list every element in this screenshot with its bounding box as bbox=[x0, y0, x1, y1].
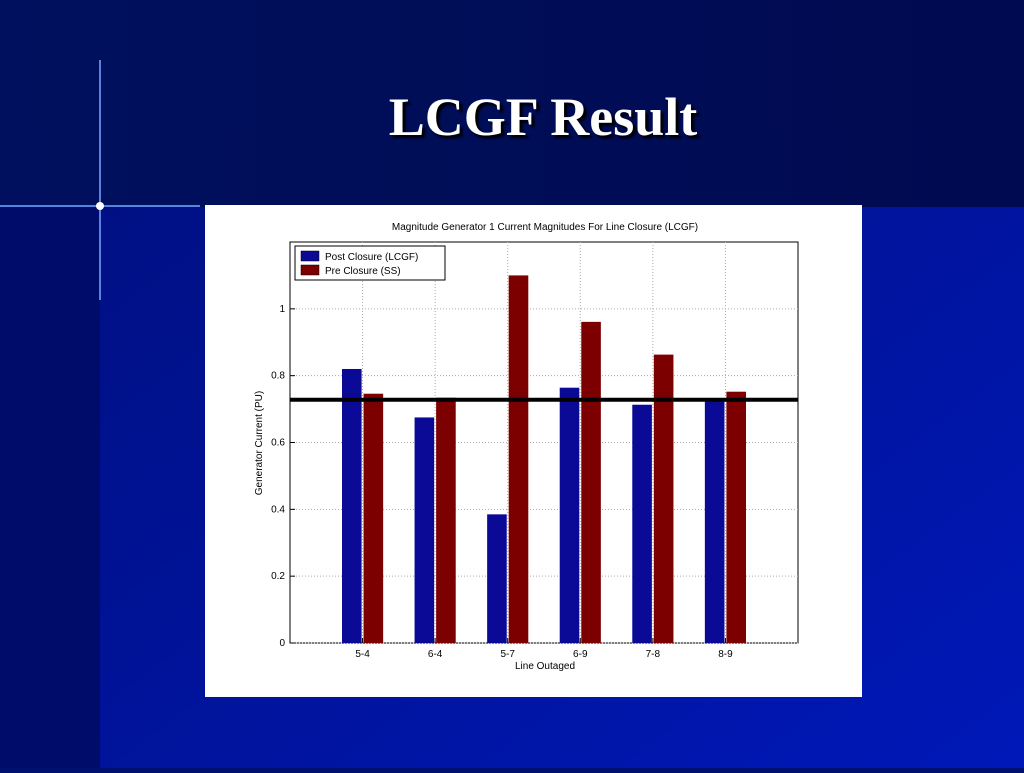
header-band bbox=[0, 0, 1024, 207]
bar bbox=[414, 417, 435, 643]
slide-title: LCGF Result bbox=[389, 87, 698, 147]
legend-swatch bbox=[300, 250, 320, 262]
y-axis-label: Generator Current (PU) bbox=[254, 391, 265, 495]
x-tick-label: 5-7 bbox=[500, 649, 515, 660]
bar bbox=[436, 397, 456, 643]
bar bbox=[363, 393, 384, 643]
bar bbox=[559, 387, 580, 643]
side-band bbox=[0, 207, 100, 768]
bar bbox=[653, 354, 674, 643]
chart-title: Magnitude Generator 1 Current Magnitudes… bbox=[392, 222, 698, 233]
y-tick-label: 0.8 bbox=[271, 371, 285, 382]
x-axis-label: Line Outaged bbox=[515, 661, 575, 672]
x-tick-label: 5-4 bbox=[355, 649, 370, 660]
bar bbox=[632, 404, 652, 643]
legend-swatch bbox=[300, 264, 320, 276]
legend-box bbox=[294, 245, 446, 281]
star bbox=[96, 202, 104, 210]
y-tick-label: 0.6 bbox=[271, 438, 285, 449]
bar bbox=[508, 275, 529, 643]
x-tick-label: 7-8 bbox=[646, 649, 661, 660]
x-tick-label: 8-9 bbox=[718, 649, 733, 660]
bar bbox=[726, 391, 747, 643]
bar bbox=[487, 514, 507, 643]
bar bbox=[341, 368, 362, 643]
legend-label: Pre Closure (SS) bbox=[325, 266, 401, 277]
y-tick-label: 0.2 bbox=[271, 571, 285, 582]
x-tick-label: 6-9 bbox=[573, 649, 588, 660]
bar bbox=[704, 399, 725, 643]
y-tick-label: 0 bbox=[279, 638, 285, 649]
y-tick-label: 1 bbox=[279, 304, 285, 315]
y-tick-label: 0.4 bbox=[271, 504, 285, 515]
legend-label: Post Closure (LCGF) bbox=[325, 252, 418, 263]
bar bbox=[581, 321, 601, 643]
x-tick-label: 6-4 bbox=[428, 649, 443, 660]
plot: 0 0.2 0.4 0.6 0.8 1 5-4 6-4 5-7 6-9 7-8 8-9 Post Clo… bbox=[271, 241, 799, 660]
